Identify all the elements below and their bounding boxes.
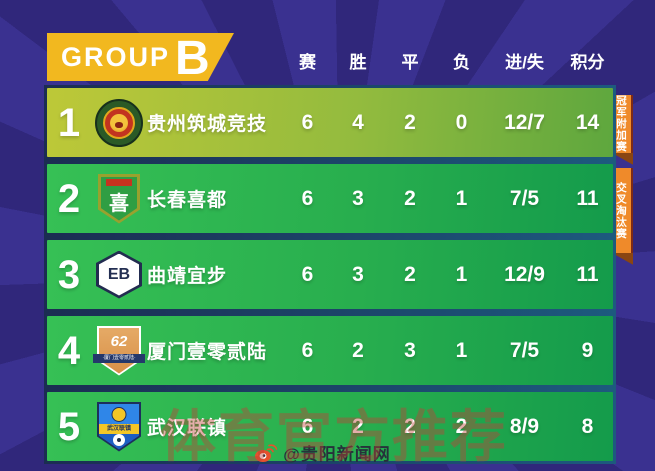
col-lost: 负 bbox=[453, 52, 470, 72]
stat-points: 11 bbox=[576, 186, 599, 210]
stat-played: 6 bbox=[301, 186, 314, 210]
table-row: 5 武汉联镇 武汉联镇 6 2 2 2 8/9 8 bbox=[47, 392, 613, 461]
ribbon-cross-knockout: 交叉淘汰赛 bbox=[612, 168, 633, 253]
stat-played: 6 bbox=[301, 414, 314, 438]
table-row: 2 喜 长春喜都 6 3 2 1 7/5 11 bbox=[47, 164, 613, 233]
col-won: 胜 bbox=[349, 52, 367, 72]
group-letter: B bbox=[175, 31, 210, 85]
stat-goals: 8/9 bbox=[509, 414, 540, 438]
group-word: GROUP bbox=[61, 42, 171, 72]
weibo-icon bbox=[255, 443, 278, 462]
stat-won: 3 bbox=[352, 186, 364, 210]
stat-lost: 1 bbox=[455, 338, 468, 362]
column-header-row: 赛 胜 平 负 进/失 积分 bbox=[47, 42, 613, 78]
team-badge: 喜 bbox=[91, 173, 147, 224]
stat-drawn: 2 bbox=[404, 262, 416, 286]
shield-lightning-icon: 武汉联镇 bbox=[97, 401, 141, 452]
stat-won: 4 bbox=[352, 110, 364, 134]
stat-goals: 12/7 bbox=[504, 110, 545, 134]
source-credit: @贵阳新闻网 bbox=[0, 440, 645, 465]
team-name: 厦门壹零贰陆 bbox=[147, 342, 268, 363]
credit-text: @贵阳新闻网 bbox=[283, 445, 391, 464]
hexagon-eb-icon: EB bbox=[96, 250, 142, 299]
lion-crest-icon bbox=[95, 98, 143, 147]
standings-table: 1 贵州筑城竞技 6 4 2 0 12/7 14 2 喜 bbox=[44, 85, 616, 464]
team-name: 曲靖宜步 bbox=[147, 266, 228, 287]
stat-goals: 12/9 bbox=[504, 262, 545, 286]
table-row: 3 EB 曲靖宜步 6 3 2 1 12/9 11 bbox=[47, 240, 613, 309]
ribbon-champion-playoff: 冠军附加赛 bbox=[612, 95, 633, 153]
stat-lost: 1 bbox=[455, 186, 468, 210]
stat-played: 6 bbox=[301, 110, 314, 134]
col-points: 积分 bbox=[570, 52, 605, 72]
shield-xi-icon: 喜 bbox=[98, 173, 140, 224]
col-goals: 进/失 bbox=[505, 52, 544, 72]
stat-won: 3 bbox=[352, 262, 364, 286]
rank-cell: 5 bbox=[57, 404, 81, 449]
table-row: 1 贵州筑城竞技 6 4 2 0 12/7 14 bbox=[47, 88, 613, 157]
stat-won: 2 bbox=[352, 414, 364, 438]
stat-points: 9 bbox=[581, 338, 594, 362]
stat-won: 2 bbox=[352, 338, 364, 362]
table-row: 4 62 ·厦门壹零贰陆· 厦门壹零贰陆 6 2 3 1 7/5 9 bbox=[47, 316, 613, 385]
rank-cell: 3 bbox=[57, 252, 81, 297]
rank-cell: 1 bbox=[57, 100, 81, 145]
stat-drawn: 2 bbox=[404, 414, 416, 438]
stat-lost: 0 bbox=[455, 110, 468, 134]
group-banner: GROUP B bbox=[47, 33, 234, 81]
shield-62-icon: 62 ·厦门壹零贰陆· bbox=[93, 325, 145, 376]
rank-cell: 4 bbox=[57, 328, 81, 373]
stat-points: 14 bbox=[575, 110, 600, 134]
stat-lost: 1 bbox=[455, 262, 468, 286]
stat-goals: 7/5 bbox=[509, 186, 540, 210]
team-name: 武汉联镇 bbox=[147, 418, 228, 439]
stat-drawn: 2 bbox=[404, 110, 416, 134]
rank-cell: 2 bbox=[57, 176, 81, 221]
team-badge bbox=[91, 98, 147, 147]
col-drawn: 平 bbox=[401, 52, 419, 72]
stat-points: 11 bbox=[576, 262, 599, 286]
stat-drawn: 2 bbox=[404, 186, 416, 210]
team-badge: 62 ·厦门壹零贰陆· bbox=[91, 325, 147, 376]
stat-goals: 7/5 bbox=[509, 338, 540, 362]
stat-drawn: 3 bbox=[404, 338, 416, 362]
team-badge: 武汉联镇 bbox=[91, 401, 147, 452]
stat-points: 8 bbox=[581, 414, 594, 438]
team-name: 贵州筑城竞技 bbox=[147, 114, 268, 135]
stat-played: 6 bbox=[301, 262, 314, 286]
col-played: 赛 bbox=[299, 52, 316, 72]
stat-played: 6 bbox=[301, 338, 314, 362]
team-badge: EB bbox=[91, 250, 147, 299]
stat-lost: 2 bbox=[455, 414, 468, 438]
team-name: 长春喜都 bbox=[147, 190, 228, 211]
